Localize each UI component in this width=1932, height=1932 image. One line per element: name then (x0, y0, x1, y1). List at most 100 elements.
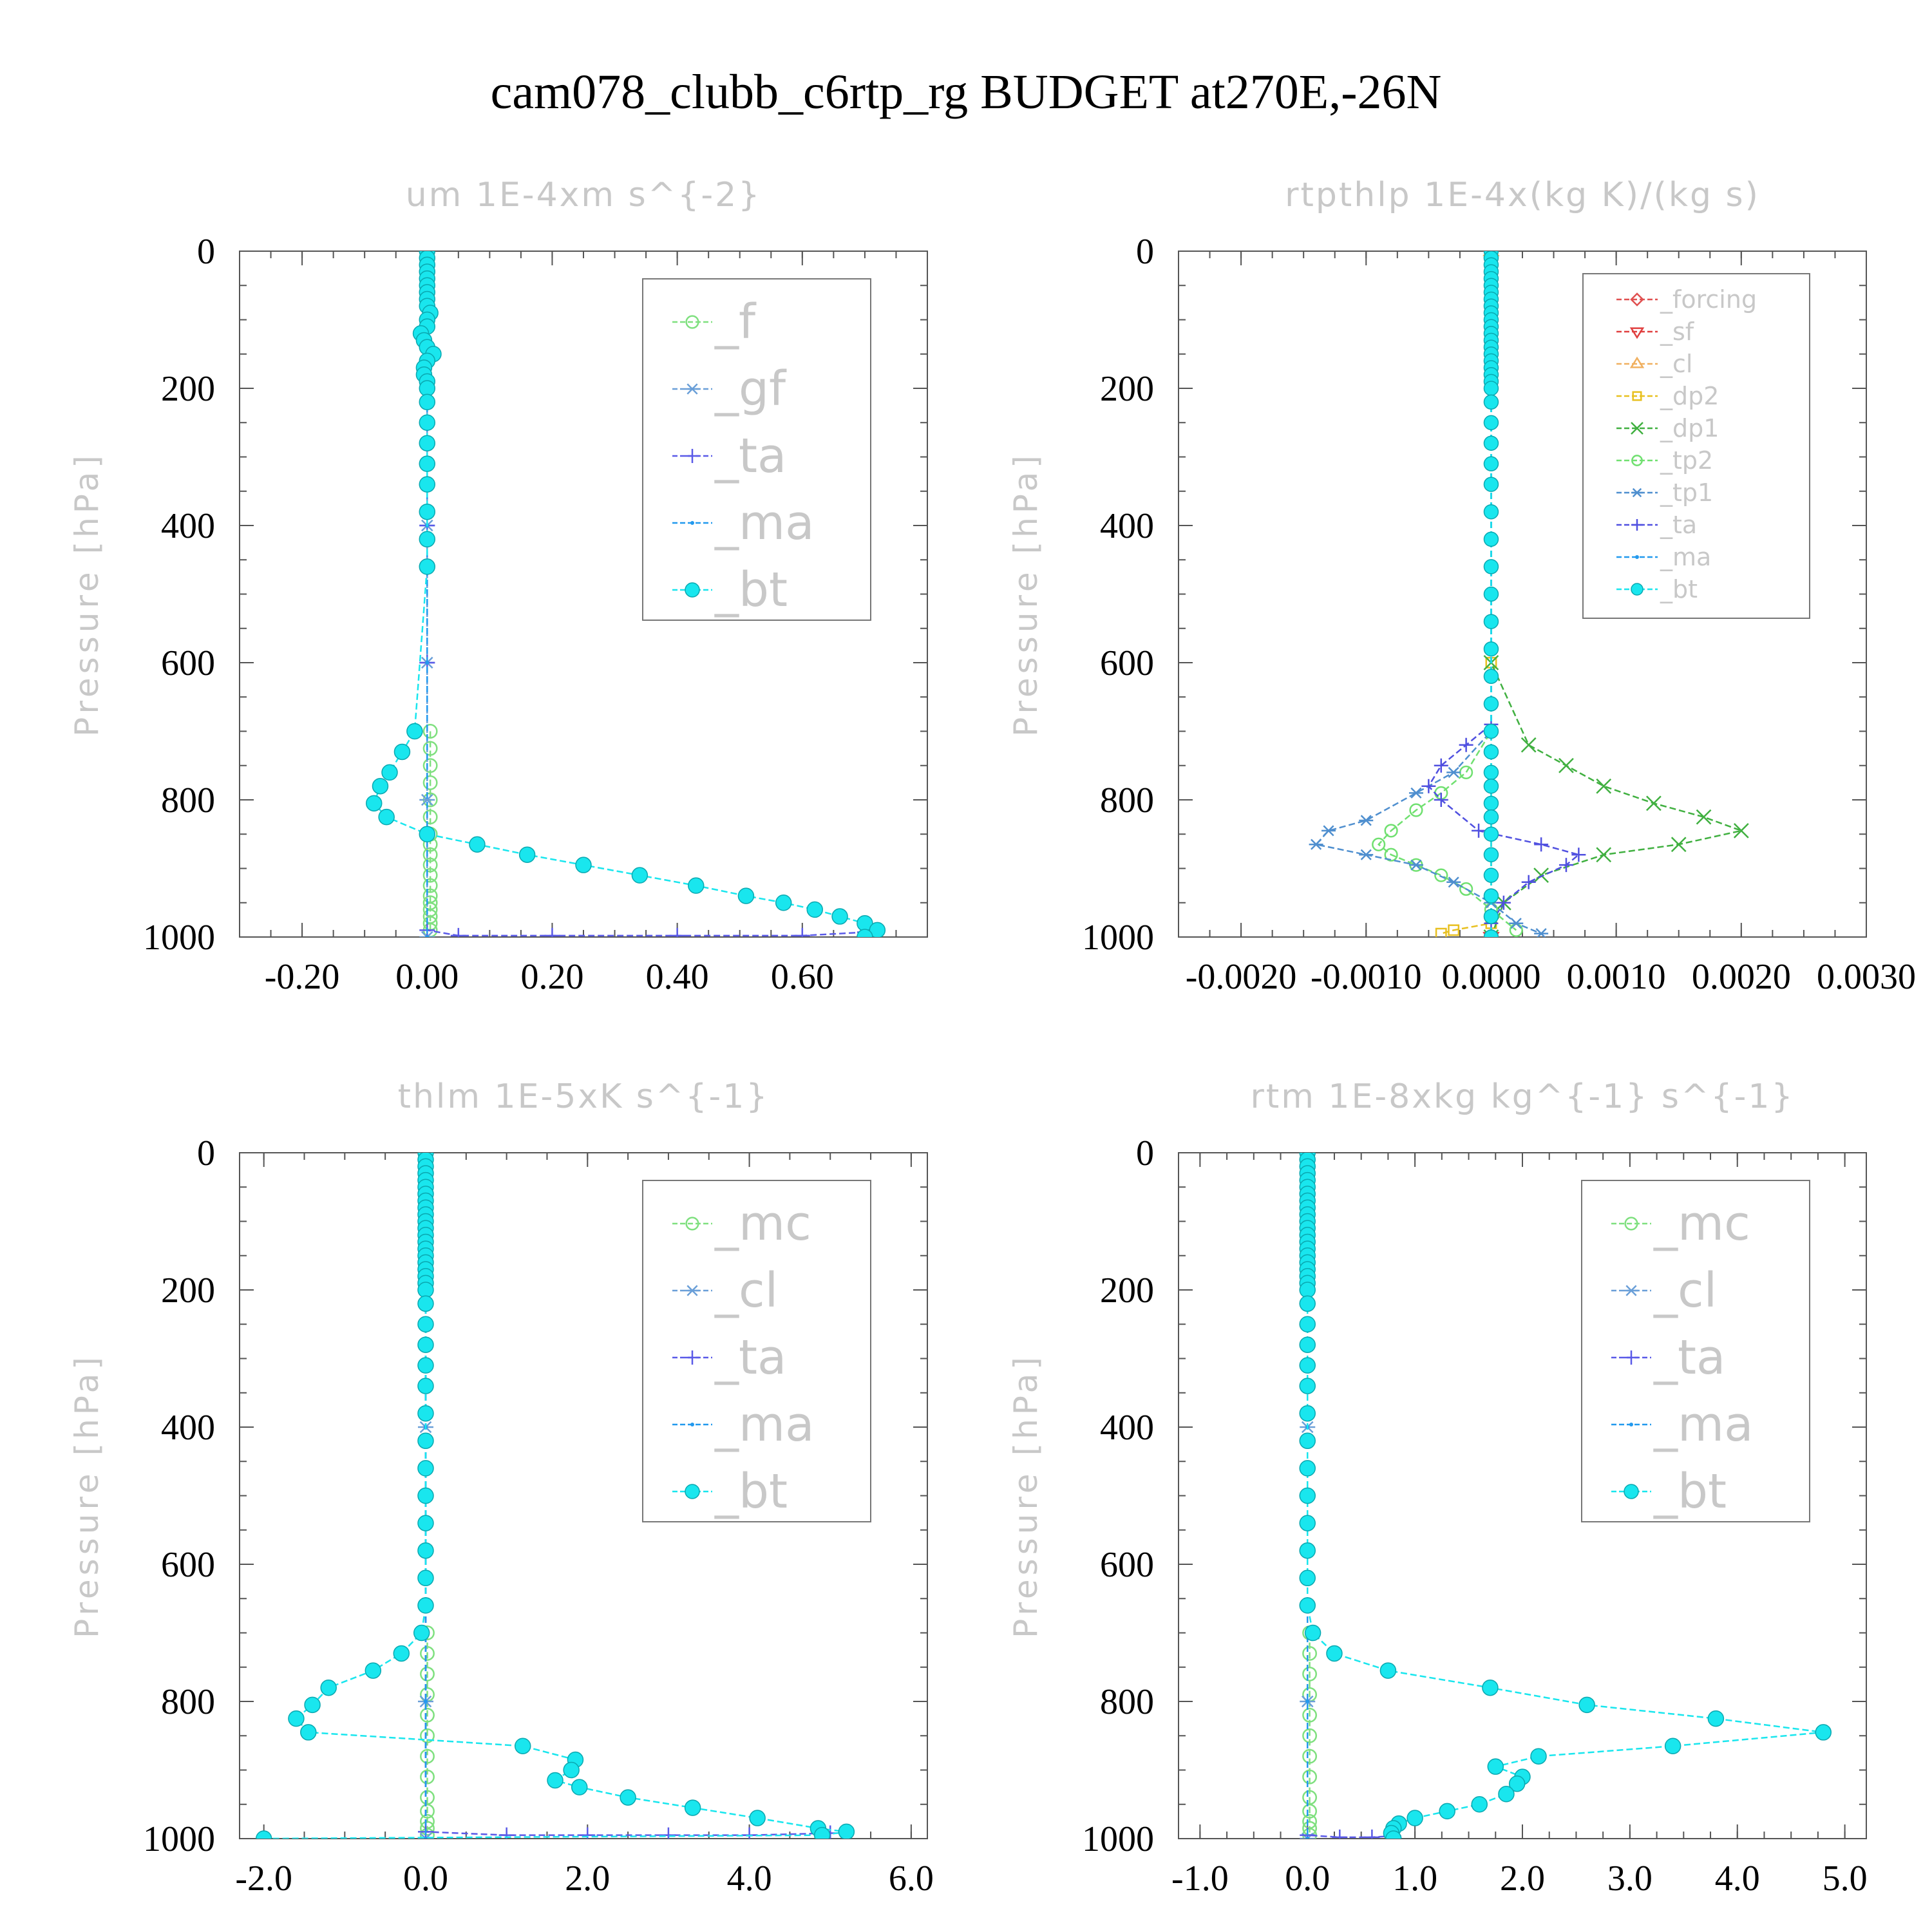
data-point (1326, 1645, 1343, 1662)
data-point (1299, 1569, 1316, 1587)
data-point (419, 414, 436, 431)
data-point (1435, 927, 1447, 937)
data-point (1299, 1295, 1316, 1312)
data-point (1578, 1696, 1595, 1714)
data-point (381, 764, 398, 781)
y-tick-label: 800 (1100, 1682, 1154, 1722)
data-point (1520, 737, 1537, 753)
legend-label: _bt (714, 1464, 788, 1519)
data-point (1815, 1724, 1832, 1741)
data-point (1483, 888, 1499, 904)
x-tick-label: 0.0 (403, 1859, 448, 1899)
legend-marker (685, 1484, 700, 1499)
data-point (1472, 823, 1486, 838)
data-point (255, 1830, 272, 1839)
data-point (419, 393, 436, 411)
data-point (420, 1748, 435, 1764)
data-point (1332, 1829, 1348, 1839)
data-point (1483, 641, 1499, 657)
legend-marker (1629, 327, 1645, 339)
y-tick-label: 600 (161, 643, 215, 683)
data-point (1421, 779, 1436, 793)
data-point (563, 1761, 580, 1779)
data-point (1448, 924, 1460, 936)
data-point (423, 1700, 428, 1703)
data-point (1459, 765, 1473, 780)
data-point (1409, 803, 1423, 817)
data-point (419, 793, 435, 806)
legend-marker (1624, 1285, 1638, 1296)
data-point (420, 1707, 435, 1723)
data-point (515, 1738, 531, 1754)
data-point (1483, 809, 1499, 825)
data-point (1646, 795, 1662, 811)
chart-panel-3: thlm 1E-5xK s^{-1} Pressure [hPa] 0 200 400 6… (68, 1077, 934, 1899)
legend-marker (685, 1350, 699, 1365)
data-point (304, 1696, 321, 1714)
data-point (813, 1826, 831, 1839)
legend-label: _ma (714, 495, 814, 551)
y-tick-label: 200 (1100, 369, 1154, 409)
data-point (420, 1821, 435, 1836)
data-point (1483, 614, 1499, 629)
data-point (1299, 1460, 1316, 1477)
legend-label: _ta (1660, 511, 1697, 539)
data-point (417, 1316, 434, 1332)
series-bt (1299, 1153, 1832, 1839)
data-point (1483, 456, 1499, 471)
legend-label: _bt (1653, 1464, 1727, 1519)
data-point (518, 846, 536, 863)
legend-label: _bt (714, 562, 788, 618)
x-tick-label: -1.0 (1171, 1859, 1229, 1899)
data-point (1299, 1487, 1316, 1504)
data-point (417, 1832, 433, 1839)
data-point (1534, 837, 1549, 852)
data-point (1359, 849, 1374, 860)
data-point (417, 1405, 434, 1422)
y-tick-label: 0 (197, 232, 215, 272)
legend-label: _mc (714, 1196, 811, 1251)
data-point (417, 1569, 434, 1587)
legend-marker (1630, 292, 1644, 307)
series-bt (255, 1153, 855, 1839)
data-point (1496, 895, 1511, 910)
data-point (1309, 838, 1323, 850)
data-point (393, 743, 411, 761)
x-tick-label: -0.20 (265, 957, 340, 997)
data-point (1299, 1378, 1316, 1394)
data-point (1302, 1728, 1318, 1743)
data-point (1379, 1662, 1397, 1679)
data-point (1299, 1282, 1316, 1298)
data-point (1471, 1796, 1488, 1813)
data-point (417, 1378, 434, 1394)
data-point (1408, 859, 1423, 871)
y-tick-label: 400 (1100, 1408, 1154, 1448)
legend-label: _ma (1660, 543, 1711, 571)
data-point (1299, 1597, 1316, 1614)
data-point (498, 1827, 515, 1839)
legend-marker (1624, 1484, 1639, 1499)
x-tick-label: 4.0 (1715, 1859, 1760, 1899)
y-tick-label: 400 (1100, 506, 1154, 546)
data-point (419, 826, 436, 842)
plot-area (365, 251, 886, 937)
data-point (300, 1724, 317, 1741)
legend-label: _ma (1653, 1397, 1753, 1452)
legend-label: _gf (714, 361, 787, 417)
data-point (620, 1789, 636, 1806)
data-point (1483, 435, 1499, 451)
data-point (320, 1679, 337, 1696)
series-line (1427, 251, 1581, 924)
chart-panel-4: rtm 1E-8xkg kg^{-1} s^{-1} Pressure [hPa]… (1007, 1077, 1868, 1899)
y-tick-label: 400 (161, 506, 215, 546)
x-tick-label: 0.0020 (1692, 957, 1791, 997)
data-point (419, 503, 436, 520)
data-point (417, 1336, 434, 1353)
legend-label: _dp1 (1660, 414, 1719, 442)
y-tick-label: 200 (161, 369, 215, 409)
data-point (417, 1282, 434, 1298)
data-point (1483, 778, 1499, 794)
legend-box (642, 1180, 871, 1522)
data-point (450, 927, 466, 937)
data-point (419, 455, 436, 472)
